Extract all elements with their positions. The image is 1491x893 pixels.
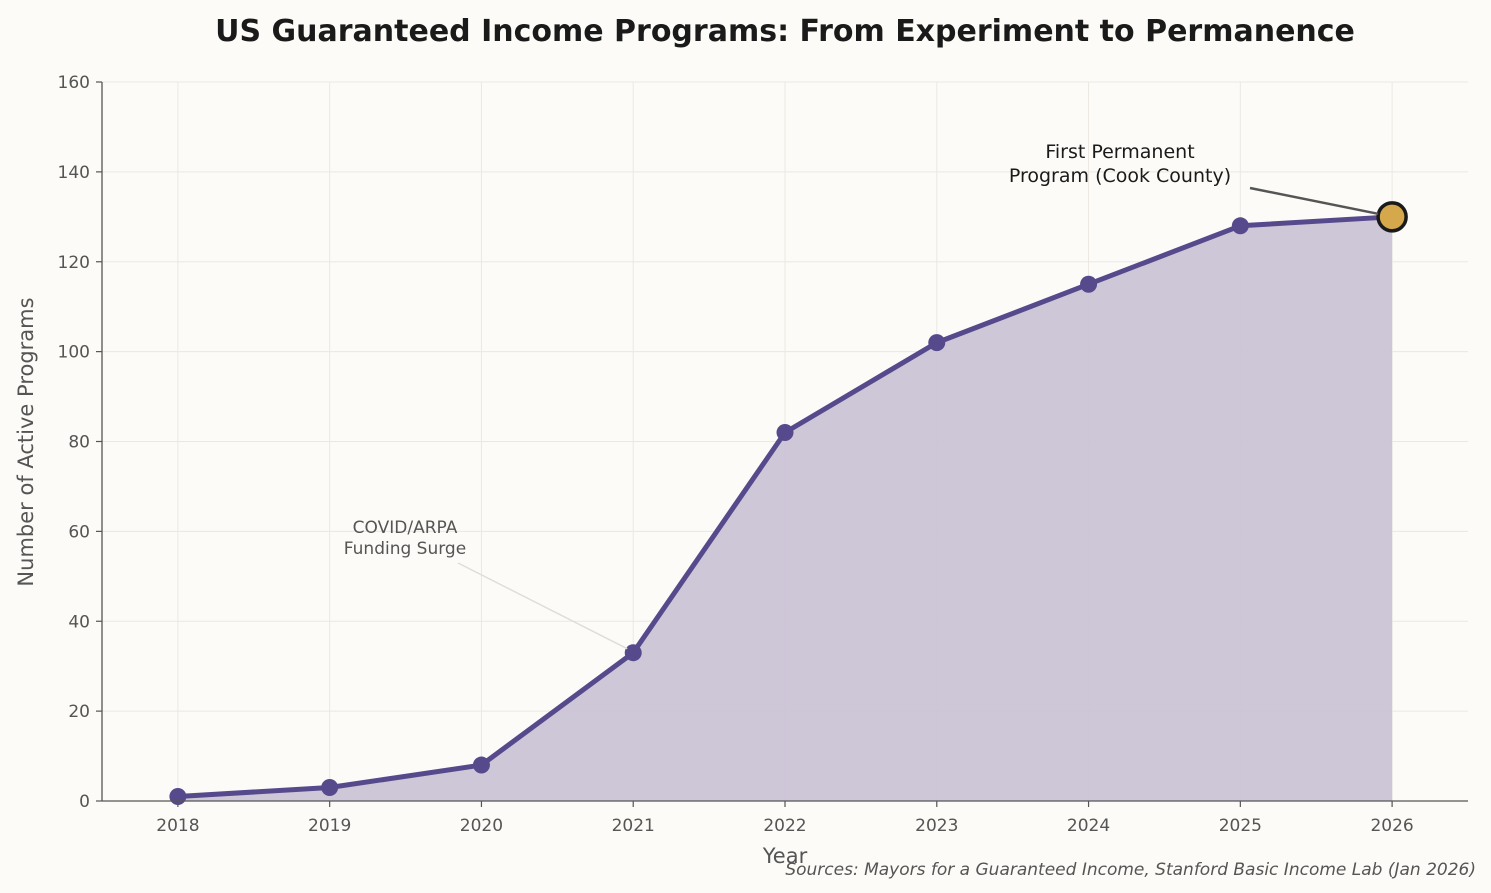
x-tick-label: 2021 <box>612 816 655 836</box>
data-point <box>472 756 490 774</box>
data-point <box>1080 275 1098 293</box>
annotation-text: Program (Cook County) <box>1009 165 1231 187</box>
y-tick-label: 120 <box>58 253 90 273</box>
area-fill <box>177 216 1393 801</box>
annotation-text: Funding Surge <box>344 539 466 559</box>
y-tick-label: 60 <box>68 522 90 542</box>
source-note: Sources: Mayors for a Guaranteed Income,… <box>785 860 1476 880</box>
data-points <box>169 201 1408 806</box>
annotation-arrow <box>457 562 628 650</box>
y-tick-label: 140 <box>58 163 90 183</box>
data-point <box>928 334 946 352</box>
y-tick-label: 40 <box>68 612 90 632</box>
x-tick-label: 2019 <box>308 816 351 836</box>
x-axis-label: Year <box>762 844 808 868</box>
y-tick-label: 100 <box>58 343 90 363</box>
x-tick-label: 2026 <box>1370 816 1413 836</box>
y-tick-label: 80 <box>68 433 90 453</box>
x-tick-label: 2022 <box>763 816 806 836</box>
x-tick-label: 2025 <box>1219 816 1262 836</box>
annotation-text: COVID/ARPA <box>353 518 458 538</box>
data-point <box>1231 217 1249 235</box>
x-tick-label: 2024 <box>1067 816 1110 836</box>
data-point <box>776 424 794 442</box>
x-tick-label: 2023 <box>915 816 958 836</box>
chart-title: US Guaranteed Income Programs: From Expe… <box>215 14 1355 49</box>
y-tick-label: 0 <box>79 792 90 812</box>
x-tick-label: 2018 <box>156 816 199 836</box>
y-axis-label: Number of Active Programs <box>14 297 38 586</box>
y-tick-label: 20 <box>68 702 90 722</box>
data-point <box>624 644 642 662</box>
highlight-point <box>1376 201 1408 233</box>
x-tick-label: 2020 <box>460 816 503 836</box>
axes: 0 20 40 60 80 100 120 140 160 2018 2019 2020 2021 202… <box>58 73 1468 836</box>
annotation-text: First Permanent <box>1045 141 1194 163</box>
y-tick-label: 160 <box>58 73 90 93</box>
data-point <box>321 779 339 797</box>
annotation-arrow <box>1249 186 1379 216</box>
